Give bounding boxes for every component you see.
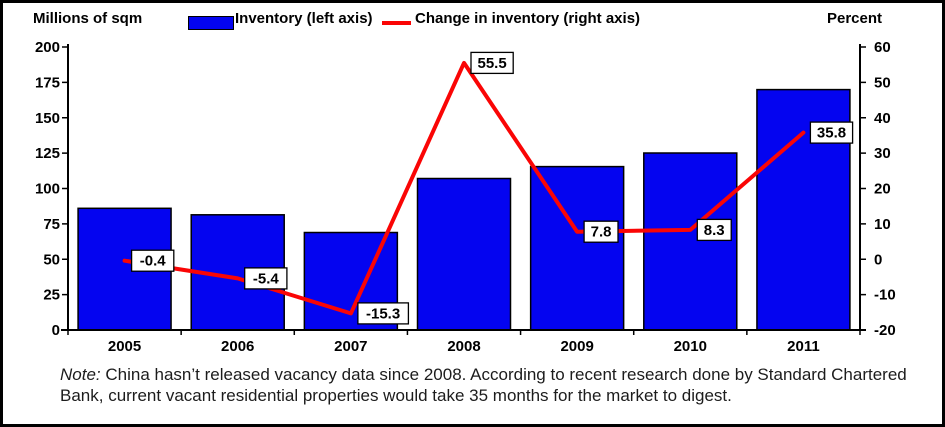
bar-2009 — [529, 165, 625, 331]
tick-label-left-125: 125 — [35, 145, 60, 162]
data-label-box-2010 — [696, 218, 732, 242]
tick-label-left-150: 150 — [35, 110, 60, 127]
bar-2008 — [416, 177, 512, 331]
x-label-2010: 2010 — [674, 338, 707, 355]
data-label-box-2007 — [357, 302, 410, 325]
legend-bar-label: Inventory (left axis) — [235, 10, 373, 27]
tick-label-right-60: 60 — [874, 39, 891, 56]
legend-line-label: Change in inventory (right axis) — [415, 10, 641, 27]
note-prefix: Note: — [60, 365, 101, 384]
tick-label-left-75: 75 — [43, 216, 60, 233]
tick-label-left-200: 200 — [35, 39, 60, 56]
tick-label-right-10: 10 — [874, 216, 891, 233]
chart-canvas: 0 25 50 75 100 125 150 175 200 -20 -10 0 10 20 30 40 50 6… — [35, 39, 896, 355]
right-axis-title: Percent — [827, 10, 883, 27]
tick-label-right-40: 40 — [874, 110, 891, 127]
note: Note: China hasn’t released vacancy data… — [60, 364, 920, 406]
tick-label-right-0: 0 — [874, 251, 882, 268]
x-label-2009: 2009 — [560, 338, 593, 355]
legend-bar-swatch-icon — [188, 16, 234, 30]
tick-label-right-20: 20 — [874, 181, 891, 198]
tick-label-right-50: 50 — [874, 74, 891, 91]
legend-line-swatch-icon — [382, 21, 411, 25]
tick-label-left-0: 0 — [52, 322, 60, 339]
data-label-2009: 7.8 — [591, 224, 612, 241]
tick-label-left-175: 175 — [35, 74, 60, 91]
data-label-2008: 55.5 — [477, 55, 506, 72]
data-label-2011: 35.8 — [817, 125, 846, 142]
data-label-2006: -5.4 — [253, 270, 280, 287]
x-label-2008: 2008 — [447, 338, 480, 355]
tick-label-right-30: 30 — [874, 145, 891, 162]
x-label-2005: 2005 — [108, 338, 141, 355]
line-change-in-inventory — [122, 60, 806, 316]
data-label-2007: -15.3 — [366, 305, 400, 322]
data-label-2005: -0.4 — [140, 253, 167, 270]
tick-label-left-100: 100 — [35, 181, 60, 198]
tick-label-right--10: -10 — [874, 287, 896, 304]
left-axis-title: Millions of sqm — [33, 10, 143, 27]
tick-label-left-25: 25 — [43, 287, 60, 304]
bar-2010 — [643, 152, 738, 331]
note-text: China hasn’t released vacancy data since… — [60, 365, 907, 405]
data-label-2010: 8.3 — [704, 222, 725, 239]
tick-label-right--20: -20 — [874, 322, 896, 339]
data-label-box-2008 — [470, 51, 514, 75]
data-label-box-2006 — [244, 267, 288, 290]
x-label-2007: 2007 — [334, 338, 367, 355]
x-label-2006: 2006 — [221, 338, 254, 355]
x-label-2011: 2011 — [787, 338, 820, 355]
data-label-box-2005 — [130, 249, 175, 272]
data-label-box-2009 — [583, 220, 619, 243]
tick-label-left-50: 50 — [43, 251, 60, 268]
data-label-box-2011 — [809, 121, 854, 144]
